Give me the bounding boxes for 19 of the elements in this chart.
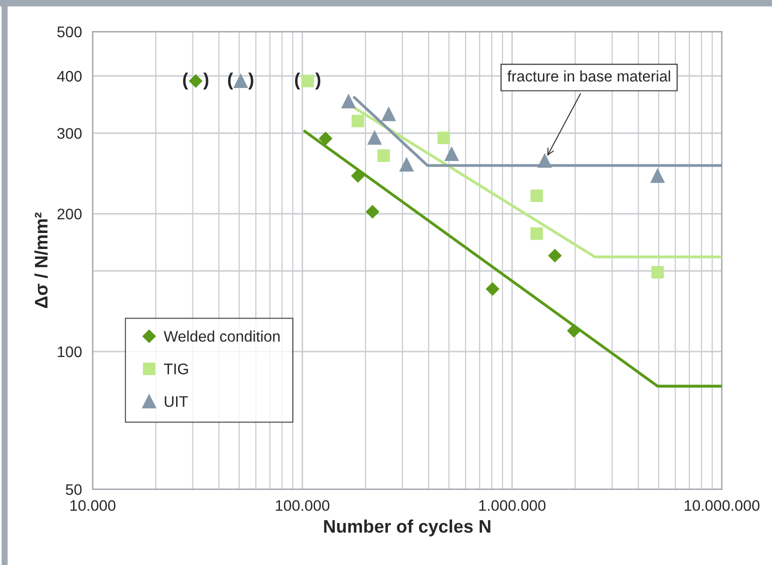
annotation: ( ) (295, 72, 320, 90)
x-tick-label: 10.000 (70, 500, 116, 511)
x-tick-label: 1.000.000 (479, 500, 546, 511)
legend-label: TIG (164, 364, 188, 374)
x-axis-title: Number of cycles N (324, 520, 490, 536)
x-tick-label: 100.000 (276, 500, 330, 511)
x-tick-label: 10.000.000 (684, 500, 760, 511)
y-tick-label: 400 (57, 70, 82, 82)
annotation: ( ) (183, 72, 208, 90)
legend-label: Welded condition (164, 330, 280, 342)
y-tick-label: 300 (57, 128, 82, 139)
annotation: ( ) (228, 72, 254, 90)
y-axis-title: Δσ / N/mm² (34, 212, 48, 308)
y-tick-label: 50 (66, 484, 82, 495)
y-tick-label: 200 (58, 208, 82, 220)
legend-label: UIT (164, 396, 188, 407)
y-tick-label: 100 (58, 346, 82, 358)
y-tick-label: 500 (57, 26, 82, 38)
annotation: fracture in base material (507, 70, 670, 82)
